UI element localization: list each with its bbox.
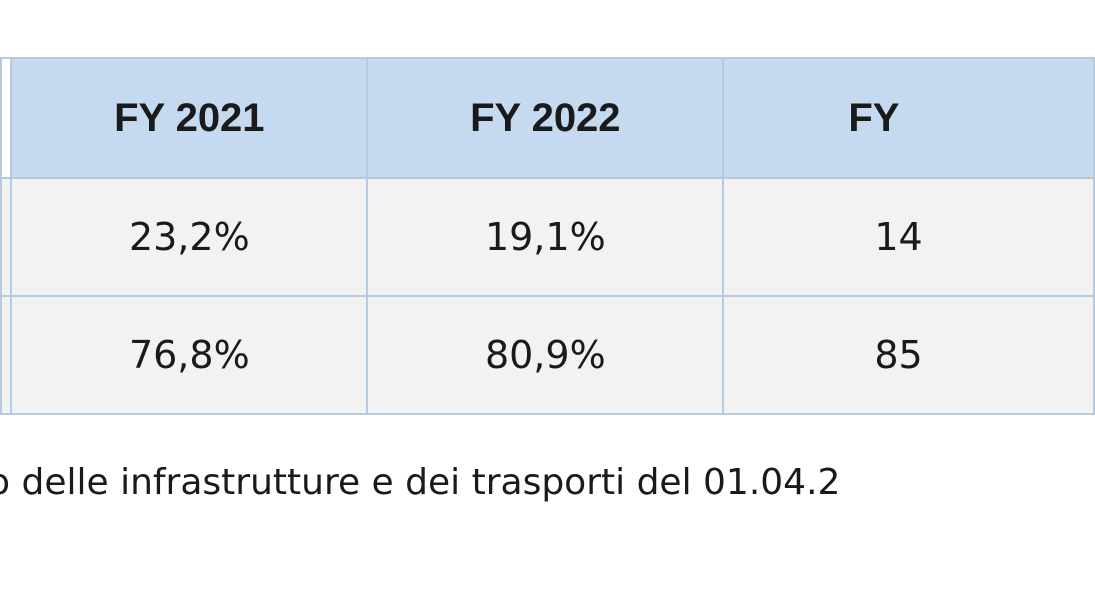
table-cell: 14 [722, 177, 1095, 297]
header-stub-cell [0, 57, 13, 179]
header-fy-2022: FY 2022 [366, 57, 725, 179]
table-cell: 80,9% [366, 295, 725, 415]
table-cell: 76,8% [10, 295, 369, 415]
header-fy-2021: FY 2021 [10, 57, 369, 179]
data-table: FY 2021 FY 2022 FY 23,2% 19,1% 14 76,8% … [0, 57, 1095, 415]
data-table-container: FY 2021 FY 2022 FY 23,2% 19,1% 14 76,8% … [0, 57, 1095, 422]
table-cell: 85 [722, 295, 1095, 415]
table-row: 76,8% 80,9% 85 [0, 295, 1095, 415]
header-fy-next: FY [722, 57, 1095, 179]
row-label-cell [0, 295, 13, 415]
table-cell: 23,2% [10, 177, 369, 297]
table-cell: 19,1% [366, 177, 725, 297]
table-header-row: FY 2021 FY 2022 FY [0, 57, 1095, 179]
source-footnote: o delle infrastrutture e dei trasporti d… [0, 462, 841, 503]
row-label-cell [0, 177, 13, 297]
table-row: 23,2% 19,1% 14 [0, 177, 1095, 297]
